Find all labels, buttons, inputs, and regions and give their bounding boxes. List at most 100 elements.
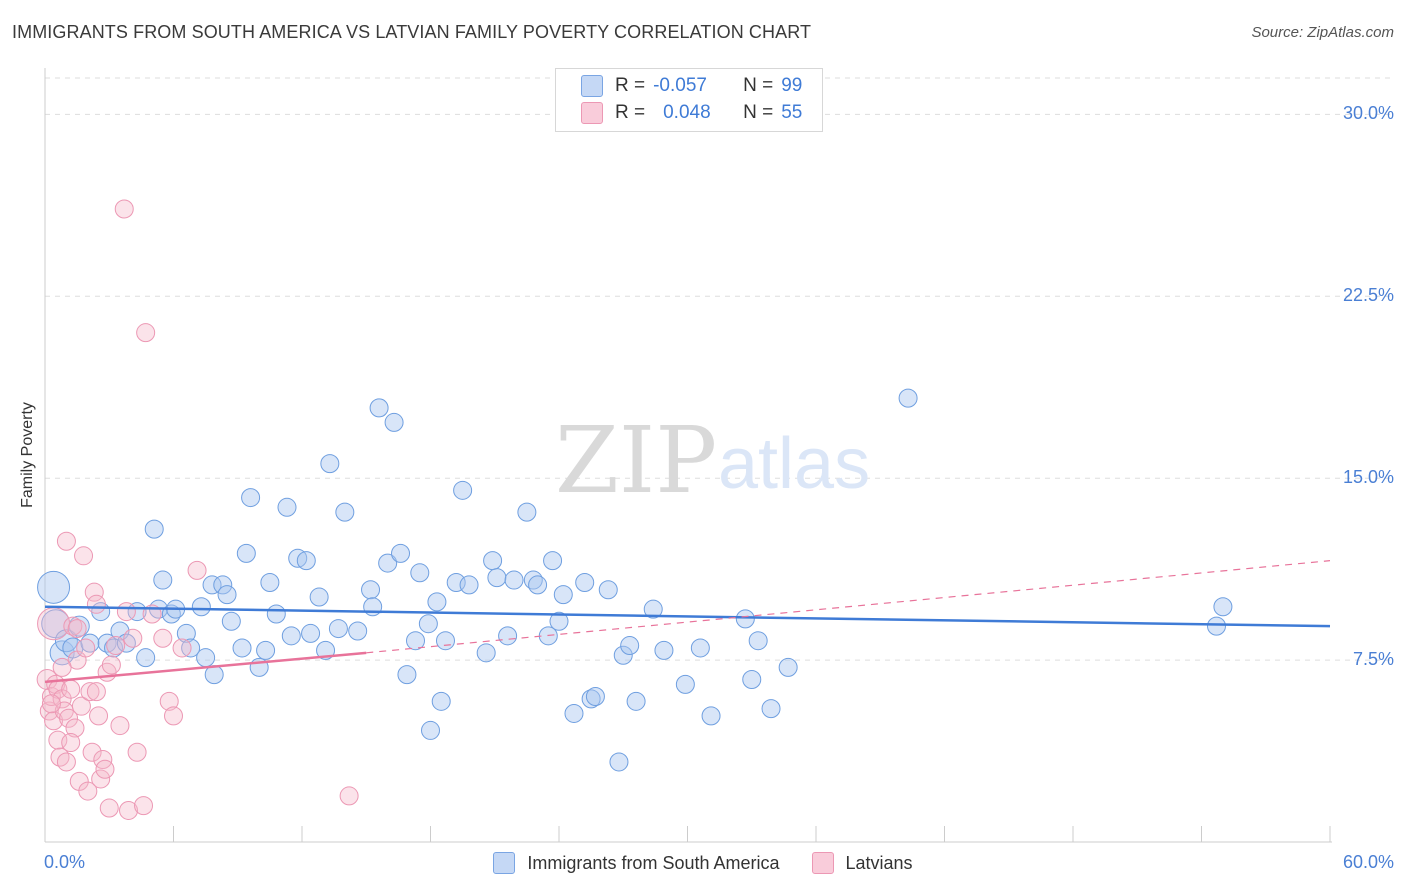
point-immigrants	[598, 580, 618, 600]
y-tick-label: 7.5%	[1352, 649, 1394, 670]
point-immigrants	[435, 631, 455, 651]
trend-lines	[44, 560, 1331, 684]
point-immigrants	[320, 454, 340, 474]
point-immigrants	[153, 570, 173, 590]
point-immigrants	[504, 570, 524, 590]
point-latvians	[74, 546, 94, 566]
point-immigrants	[406, 631, 426, 651]
point-immigrants	[549, 611, 569, 631]
point-immigrants	[564, 703, 584, 723]
trend-line-latvians	[44, 651, 367, 684]
point-latvians	[164, 706, 183, 726]
point-latvians	[41, 694, 61, 714]
n-label: N =	[743, 75, 774, 96]
point-immigrants	[748, 631, 768, 651]
point-immigrants	[384, 412, 404, 432]
point-immigrants	[543, 551, 563, 571]
point-immigrants	[361, 580, 381, 600]
stats-row-immigrants: R = -0.057 N = 99	[581, 73, 802, 99]
point-latvians	[339, 786, 359, 806]
point-immigrants	[266, 604, 286, 624]
point-latvians	[61, 733, 81, 753]
point-immigrants	[431, 691, 451, 711]
series-latvians-points	[36, 199, 359, 820]
point-immigrants	[553, 585, 573, 605]
point-immigrants	[517, 502, 537, 522]
point-immigrants	[236, 543, 256, 563]
point-latvians	[61, 679, 81, 699]
point-immigrants	[213, 575, 233, 595]
point-immigrants	[296, 551, 316, 571]
point-immigrants	[391, 543, 411, 563]
point-latvians	[50, 747, 70, 767]
point-immigrants	[191, 597, 211, 617]
point-immigrants	[221, 611, 241, 631]
point-immigrants	[260, 572, 280, 592]
point-latvians	[153, 628, 173, 648]
source-label: Source: ZipAtlas.com	[1251, 24, 1394, 41]
point-immigrants	[761, 699, 781, 719]
legend-label-immigrants: Immigrants from South America	[527, 852, 780, 873]
point-immigrants	[675, 674, 695, 694]
point-immigrants	[585, 686, 605, 706]
point-immigrants	[476, 643, 496, 663]
point-latvians	[91, 769, 111, 789]
point-latvians	[76, 638, 96, 658]
point-latvians	[86, 594, 106, 614]
watermark-zip: ZIP	[555, 407, 717, 514]
point-latvians	[67, 619, 87, 639]
point-latvians	[187, 560, 207, 580]
point-latvians	[56, 531, 76, 551]
point-latvians	[52, 657, 72, 677]
point-immigrants	[397, 665, 417, 685]
point-latvians	[110, 716, 130, 736]
r-label: R =	[615, 102, 646, 123]
watermark: ZIP atlas	[555, 407, 870, 514]
point-latvians	[123, 628, 143, 648]
stats-legend: R = -0.057 N = 99 R = 0.048 N = 55	[555, 68, 823, 132]
point-immigrants	[421, 720, 440, 740]
legend-item-immigrants[interactable]: Immigrants from South America	[493, 852, 780, 874]
point-latvians	[44, 711, 64, 731]
point-immigrants	[202, 575, 222, 595]
point-immigrants	[104, 638, 124, 658]
point-immigrants	[742, 669, 762, 689]
chart-title: IMMIGRANTS FROM SOUTH AMERICA VS LATVIAN…	[12, 22, 812, 42]
series-immigrants-points	[37, 388, 1233, 772]
point-latvians	[36, 668, 58, 690]
point-immigrants	[144, 519, 164, 539]
point-latvians	[136, 323, 156, 343]
y-tick-label: 15.0%	[1342, 467, 1394, 488]
legend-label-latvians: Latvians	[845, 852, 913, 873]
point-immigrants	[335, 502, 355, 522]
trend-line-immigrants	[44, 605, 1331, 628]
point-immigrants	[256, 640, 276, 660]
axes	[44, 68, 1332, 843]
n-label: N =	[743, 102, 774, 123]
point-latvians	[65, 718, 85, 738]
x-tick-max: 60.0%	[1342, 852, 1394, 872]
legend-swatch-pink	[581, 102, 603, 124]
point-immigrants	[232, 638, 252, 658]
point-latvians	[39, 701, 59, 721]
r-label: R =	[615, 75, 646, 96]
legend-swatch-immigrants	[493, 852, 516, 874]
point-immigrants	[277, 497, 297, 517]
point-immigrants	[609, 752, 629, 772]
point-latvians	[99, 798, 119, 818]
point-immigrants	[735, 609, 755, 629]
point-latvians	[56, 752, 76, 772]
y-tick-label: 30.0%	[1342, 103, 1394, 124]
point-latvians	[95, 759, 115, 779]
point-latvians	[59, 708, 79, 728]
x-tick-min: 0.0%	[44, 852, 86, 872]
stats-row-latvians: R = 0.048 N = 55	[581, 100, 802, 126]
point-immigrants	[498, 626, 518, 646]
legend-swatch-latvians	[811, 852, 834, 874]
point-immigrants	[1213, 597, 1233, 617]
point-immigrants	[378, 553, 398, 573]
legend-item-latvians[interactable]: Latvians	[811, 852, 913, 874]
point-immigrants	[418, 614, 438, 634]
point-latvians	[89, 706, 109, 726]
r-value: 0.048	[663, 102, 711, 123]
